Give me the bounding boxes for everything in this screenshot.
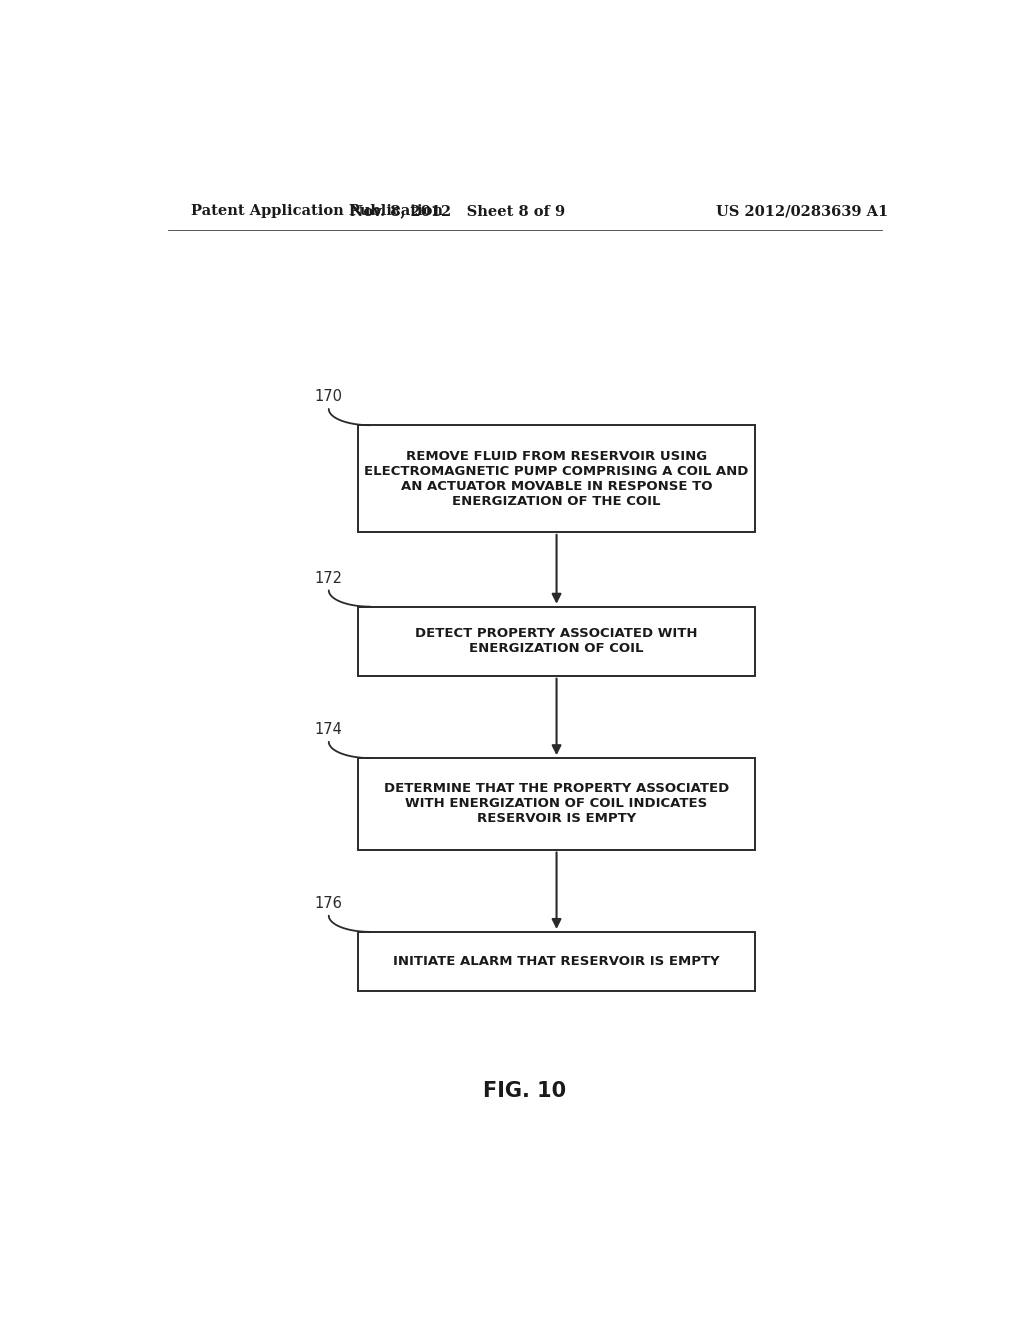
Text: 174: 174 [314,722,342,737]
Text: Nov. 8, 2012   Sheet 8 of 9: Nov. 8, 2012 Sheet 8 of 9 [350,205,565,218]
Text: DETECT PROPERTY ASSOCIATED WITH
ENERGIZATION OF COIL: DETECT PROPERTY ASSOCIATED WITH ENERGIZA… [416,627,697,655]
Text: US 2012/0283639 A1: US 2012/0283639 A1 [717,205,889,218]
Text: INITIATE ALARM THAT RESERVOIR IS EMPTY: INITIATE ALARM THAT RESERVOIR IS EMPTY [393,954,720,968]
Bar [358,607,755,676]
Bar [358,932,755,991]
Text: REMOVE FLUID FROM RESERVOIR USING
ELECTROMAGNETIC PUMP COMPRISING A COIL AND
AN : REMOVE FLUID FROM RESERVOIR USING ELECTR… [365,450,749,508]
Text: 170: 170 [314,389,342,404]
Text: 172: 172 [314,570,342,586]
Bar [358,758,755,850]
Text: FIG. 10: FIG. 10 [483,1081,566,1101]
Bar [358,425,755,532]
Text: Patent Application Publication: Patent Application Publication [191,205,443,218]
Text: 176: 176 [314,896,342,911]
Text: DETERMINE THAT THE PROPERTY ASSOCIATED
WITH ENERGIZATION OF COIL INDICATES
RESER: DETERMINE THAT THE PROPERTY ASSOCIATED W… [384,783,729,825]
